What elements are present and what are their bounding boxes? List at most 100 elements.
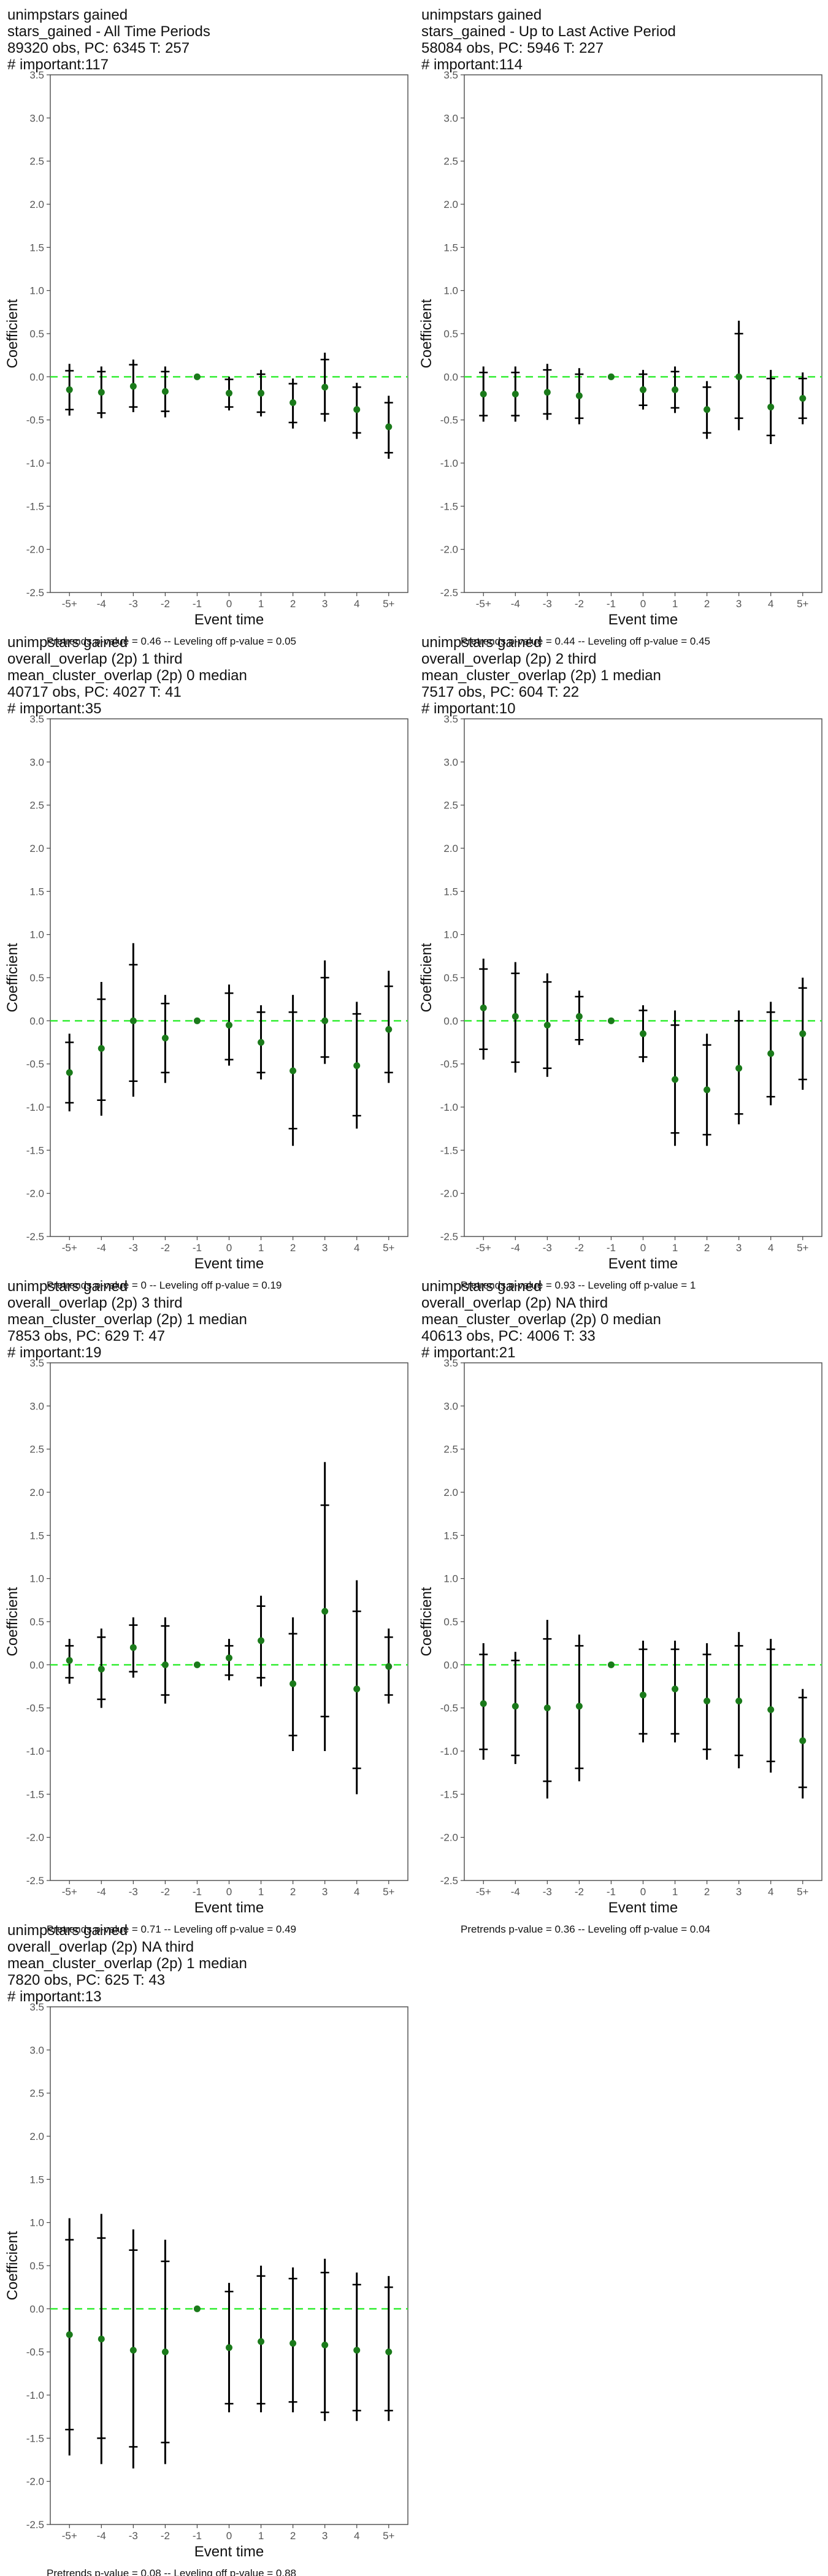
coefficient-point	[799, 1030, 807, 1037]
y-tick-label: 2.0	[29, 843, 44, 854]
y-tick-label: 0.5	[29, 972, 44, 984]
y-tick-label: -0.5	[26, 1703, 44, 1714]
x-tick-label: 0	[640, 1242, 646, 1254]
y-tick-label: -1.0	[26, 1746, 44, 1757]
y-tick-label: 2.5	[443, 800, 458, 811]
coefficient-point	[353, 406, 361, 413]
coefficient-point	[98, 1665, 105, 1673]
coefficient-point	[385, 423, 393, 431]
x-tick-label: -2	[575, 1886, 584, 1898]
x-tick-label: 4	[354, 598, 359, 610]
y-tick-label: -2.0	[26, 544, 44, 556]
x-tick-label: -1	[193, 1242, 202, 1254]
p-value-footer: Pretrends p-value = 0.71 -- Leveling off…	[47, 1923, 296, 1935]
coefficient-point	[226, 389, 232, 397]
x-tick-label: -1	[193, 2530, 202, 2542]
x-tick-label: 5+	[383, 2530, 394, 2542]
x-tick-label: 2	[704, 1242, 710, 1254]
y-tick-label: -2.5	[440, 1231, 458, 1243]
chart-title-line: unimpstars gained	[421, 634, 542, 651]
y-tick-label: -2.0	[26, 1832, 44, 1844]
y-tick-label: -1.5	[26, 1144, 44, 1156]
coefficient-point	[353, 1685, 361, 1693]
y-tick-label: 3.5	[443, 69, 458, 81]
plot-frame	[50, 1362, 408, 1881]
y-tick-label: 0.0	[443, 1015, 458, 1027]
y-tick-label: 0.5	[443, 972, 458, 984]
coefficient-point	[289, 2340, 297, 2347]
coefficient-point	[385, 1025, 393, 1033]
y-tick-label: 3.5	[443, 713, 458, 725]
y-tick-label: -0.5	[26, 2347, 44, 2358]
coefficient-point	[66, 1069, 73, 1076]
x-tick-label: 5+	[797, 598, 808, 610]
y-tick-label: 1.0	[29, 929, 44, 941]
y-tick-label: 0.5	[443, 1616, 458, 1628]
coefficient-point	[703, 1086, 711, 1094]
chart-title-line: mean_cluster_overlap (2p) 0 median	[421, 1311, 661, 1328]
x-tick-label: 3	[736, 1242, 742, 1254]
y-tick-label: 2.5	[443, 156, 458, 167]
x-tick-label: 1	[258, 2530, 264, 2542]
coefficient-point	[98, 2336, 105, 2343]
chart-title-line: 40613 obs, PC: 4006 T: 33	[421, 1328, 596, 1344]
y-tick-label: -1.0	[26, 2390, 44, 2401]
y-tick-label: 1.0	[443, 1573, 458, 1585]
y-tick-label: 3.0	[29, 112, 44, 124]
coefficient-point	[703, 1697, 711, 1704]
y-tick-label: 1.5	[443, 1530, 458, 1541]
p-value-footer: Pretrends p-value = 0.08 -- Leveling off…	[47, 2567, 296, 2576]
y-tick-label: -2.5	[440, 1875, 458, 1887]
x-axis-title: Event time	[194, 1899, 264, 1916]
y-tick-label: -0.5	[26, 1059, 44, 1070]
x-tick-label: -4	[97, 598, 106, 610]
chart-title-line: overall_overlap (2p) 2 third	[421, 651, 596, 667]
y-tick-label: -2.0	[440, 544, 458, 556]
coefficient-point	[799, 395, 807, 402]
coefficient-point	[161, 388, 169, 395]
x-tick-label: -1	[193, 1886, 202, 1898]
coefficient-point	[129, 1644, 137, 1651]
x-tick-label: 0	[640, 598, 646, 610]
plot-frame	[464, 74, 822, 593]
y-tick-label: 2.5	[29, 2088, 44, 2099]
coefficient-point	[98, 389, 105, 396]
x-tick-label: 5+	[383, 1886, 394, 1898]
y-tick-label: 0.5	[29, 2260, 44, 2272]
x-tick-label: 4	[354, 1242, 359, 1254]
plot-frame	[464, 1362, 822, 1881]
x-tick-label: -1	[607, 598, 616, 610]
coefficient-point	[672, 386, 679, 393]
coefficient-point	[258, 1637, 265, 1644]
y-tick-label: 3.5	[29, 69, 44, 81]
y-tick-label: 1.0	[443, 929, 458, 941]
y-tick-label: -1.5	[26, 500, 44, 512]
chart-title-line: overall_overlap (2p) NA third	[7, 1939, 194, 1955]
x-tick-label: -4	[97, 1886, 106, 1898]
coefficient-point	[321, 1608, 329, 1615]
x-tick-label: -4	[511, 1886, 520, 1898]
y-tick-label: -1.5	[440, 500, 458, 512]
y-tick-label: 3.0	[29, 756, 44, 768]
coefficient-point	[640, 1030, 646, 1037]
chart-title-line: overall_overlap (2p) NA third	[421, 1295, 608, 1311]
x-axis-title: Event time	[194, 611, 264, 628]
y-axis-title: Coefficient	[4, 943, 21, 1012]
y-tick-label: 2.0	[29, 2131, 44, 2142]
y-tick-label: -2.0	[26, 2476, 44, 2488]
chart-title-line: unimpstars gained	[421, 7, 542, 23]
y-axis-title: Coefficient	[4, 299, 21, 368]
plot-frame	[50, 74, 408, 593]
y-tick-label: 2.5	[29, 800, 44, 811]
y-tick-label: -2.0	[440, 1188, 458, 1200]
coefficient-point	[193, 1017, 201, 1024]
chart-title-line: mean_cluster_overlap (2p) 1 median	[7, 1311, 247, 1328]
x-tick-label: 3	[322, 1242, 328, 1254]
y-tick-label: 0.0	[29, 1659, 44, 1671]
coefficient-point	[385, 1663, 393, 1670]
chart-title-line: overall_overlap (2p) 3 third	[7, 1295, 182, 1311]
y-axis-title: Coefficient	[418, 1587, 435, 1656]
